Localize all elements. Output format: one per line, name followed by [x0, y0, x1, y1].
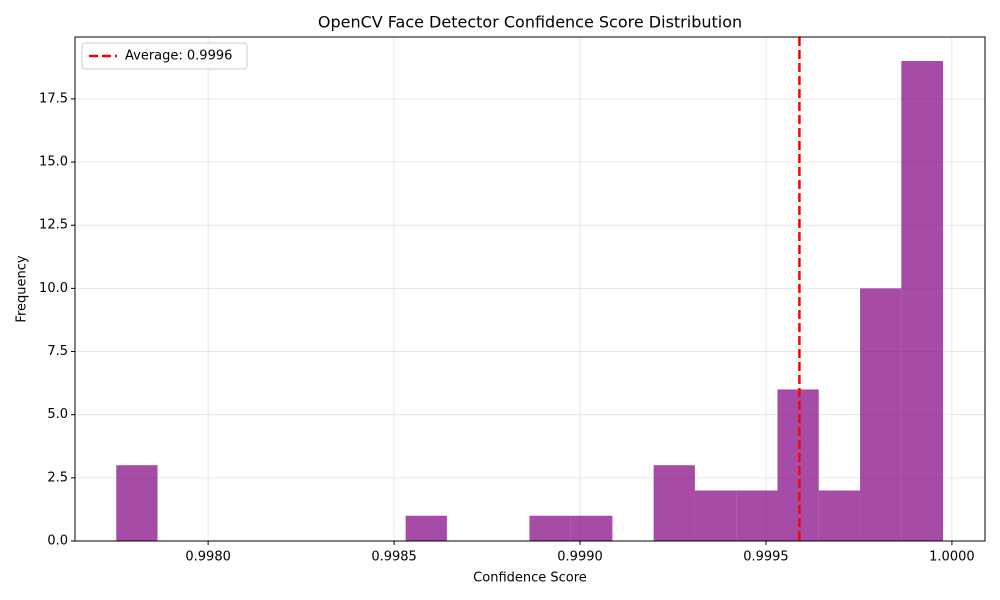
- legend-box: [81, 42, 248, 70]
- x-tick-label: 0.9985: [371, 550, 417, 565]
- bar: [653, 465, 695, 541]
- legend-label: Average: 0.9996: [125, 49, 232, 64]
- y-tick-label: 5.0: [47, 407, 68, 422]
- bar: [736, 490, 778, 541]
- bar: [570, 515, 613, 541]
- bar: [529, 515, 571, 541]
- y-tick-label: 15.0: [39, 155, 68, 170]
- bar: [405, 515, 447, 541]
- frame: [74, 36, 986, 542]
- chart-title: OpenCV Face Detector Confidence Score Di…: [318, 13, 742, 32]
- x-tick-label: 0.9990: [557, 550, 603, 565]
- x-tick-label: 0.9995: [743, 550, 789, 565]
- bar: [694, 490, 737, 541]
- bar: [818, 490, 861, 541]
- y-tick-label: 7.5: [47, 344, 68, 359]
- y-tick-label: 17.5: [39, 91, 68, 106]
- y-axis-label: Frequency: [15, 255, 30, 322]
- bar: [901, 61, 943, 541]
- bar: [860, 288, 902, 541]
- bar: [777, 389, 819, 541]
- y-tick-label: 0.0: [47, 534, 68, 549]
- x-tick-label: 0.9980: [185, 550, 231, 565]
- y-tick-label: 2.5: [47, 470, 68, 485]
- y-tick-label: 10.0: [39, 281, 68, 296]
- x-axis-label: Confidence Score: [473, 571, 587, 586]
- x-tick-label: 1.0000: [929, 550, 975, 565]
- bar: [116, 465, 158, 541]
- y-tick-label: 12.5: [39, 218, 68, 233]
